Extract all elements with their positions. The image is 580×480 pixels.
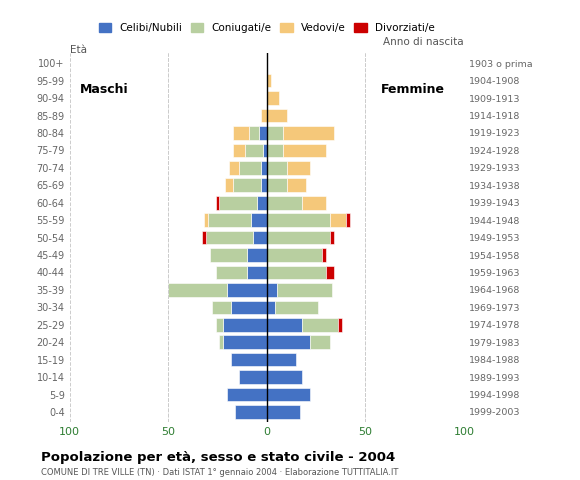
Bar: [310, 336, 330, 349]
Bar: [202, 231, 206, 244]
Bar: [257, 196, 267, 210]
Bar: [261, 161, 267, 175]
Bar: [330, 214, 346, 227]
Bar: [227, 283, 267, 297]
Bar: [168, 283, 227, 297]
Bar: [287, 179, 306, 192]
Bar: [267, 370, 302, 384]
Bar: [267, 231, 330, 244]
Bar: [231, 353, 267, 366]
Bar: [275, 300, 318, 314]
Text: Anno di nascita: Anno di nascita: [383, 37, 464, 47]
Bar: [267, 265, 326, 279]
Text: Maschi: Maschi: [79, 83, 128, 96]
Bar: [219, 336, 223, 349]
Bar: [267, 283, 277, 297]
Bar: [322, 248, 326, 262]
Bar: [259, 126, 267, 140]
Bar: [267, 144, 282, 157]
Bar: [287, 161, 310, 175]
Bar: [267, 161, 287, 175]
Bar: [216, 196, 219, 210]
Bar: [209, 248, 247, 262]
Bar: [247, 265, 267, 279]
Bar: [204, 214, 208, 227]
Bar: [267, 74, 271, 87]
Bar: [216, 265, 247, 279]
Bar: [267, 388, 310, 401]
Bar: [233, 179, 261, 192]
Bar: [267, 196, 302, 210]
Bar: [267, 300, 275, 314]
Bar: [223, 318, 267, 332]
Bar: [338, 318, 342, 332]
Bar: [208, 214, 251, 227]
Bar: [261, 179, 267, 192]
Bar: [267, 336, 310, 349]
Text: Femmine: Femmine: [381, 83, 445, 96]
Bar: [326, 265, 334, 279]
Bar: [231, 300, 267, 314]
Bar: [253, 231, 267, 244]
Bar: [249, 126, 259, 140]
Bar: [226, 179, 233, 192]
Bar: [302, 318, 338, 332]
Bar: [239, 161, 261, 175]
Bar: [267, 91, 278, 105]
Bar: [282, 126, 334, 140]
Bar: [247, 248, 267, 262]
Bar: [267, 248, 322, 262]
Bar: [235, 405, 267, 419]
Bar: [219, 196, 257, 210]
Bar: [216, 318, 223, 332]
Bar: [227, 388, 267, 401]
Bar: [302, 196, 326, 210]
Bar: [261, 109, 267, 122]
Bar: [267, 405, 300, 419]
Bar: [267, 109, 287, 122]
Bar: [233, 144, 245, 157]
Bar: [245, 144, 263, 157]
Text: Età: Età: [70, 45, 86, 55]
Bar: [267, 214, 330, 227]
Bar: [251, 214, 267, 227]
Bar: [267, 353, 296, 366]
Bar: [267, 318, 302, 332]
Bar: [277, 283, 332, 297]
Bar: [267, 179, 287, 192]
Bar: [267, 126, 282, 140]
Bar: [229, 161, 239, 175]
Bar: [206, 231, 253, 244]
Bar: [282, 144, 326, 157]
Bar: [233, 126, 249, 140]
Text: Popolazione per età, sesso e stato civile - 2004: Popolazione per età, sesso e stato civil…: [41, 451, 395, 464]
Bar: [223, 336, 267, 349]
Bar: [330, 231, 334, 244]
Bar: [239, 370, 267, 384]
Text: COMUNE DI TRE VILLE (TN) · Dati ISTAT 1° gennaio 2004 · Elaborazione TUTTITALIA.: COMUNE DI TRE VILLE (TN) · Dati ISTAT 1°…: [41, 468, 398, 477]
Bar: [346, 214, 350, 227]
Bar: [263, 144, 267, 157]
Bar: [212, 300, 231, 314]
Legend: Celibi/Nubili, Coniugati/e, Vedovi/e, Divorziati/e: Celibi/Nubili, Coniugati/e, Vedovi/e, Di…: [97, 21, 437, 35]
